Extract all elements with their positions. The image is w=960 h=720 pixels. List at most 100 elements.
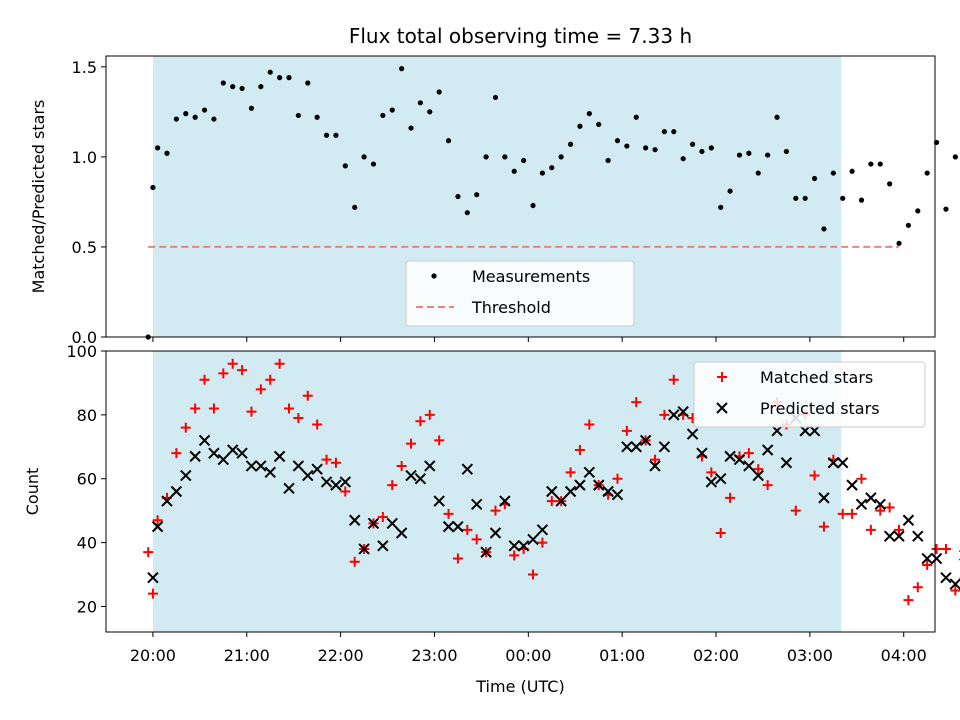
measurement-point xyxy=(755,170,761,176)
predicted-star-point xyxy=(198,434,211,447)
y-tick-label: 100 xyxy=(66,342,97,361)
matched-star-point xyxy=(208,403,219,414)
measurement-point xyxy=(821,226,827,232)
measurement-point xyxy=(830,170,836,176)
legend-box xyxy=(405,260,635,327)
measurement-point xyxy=(924,170,930,176)
measurement-point xyxy=(577,123,583,129)
plot-frame xyxy=(105,350,936,633)
matched-star-point xyxy=(528,569,539,580)
measurement-point xyxy=(643,145,649,151)
matched-star-point xyxy=(443,508,454,519)
matched-star-point xyxy=(884,502,895,513)
predicted-star-point xyxy=(855,498,868,510)
measurement-point xyxy=(633,114,639,120)
measurement-point xyxy=(258,84,264,90)
predicted-star-point xyxy=(386,517,398,530)
measurement-point xyxy=(201,107,208,113)
predicted-star-point xyxy=(367,517,380,530)
matched-star-point xyxy=(340,486,351,497)
measurement-point xyxy=(783,148,790,155)
matched-star-point xyxy=(650,454,661,465)
measurement-point xyxy=(774,114,780,120)
x-axis-label: Time (UTC) xyxy=(475,677,564,696)
legend: Measurements Threshold xyxy=(405,260,635,327)
matched-star-point xyxy=(199,374,210,385)
measurement-point xyxy=(905,222,912,228)
measurement-point xyxy=(295,112,301,119)
predicted-star-point xyxy=(480,546,492,558)
matched-star-point xyxy=(537,537,548,548)
matched-star-point xyxy=(424,409,435,420)
measurement-point xyxy=(680,156,686,162)
matched-star-point xyxy=(396,460,407,471)
matched-star-point xyxy=(875,505,886,516)
measurement-point xyxy=(183,111,189,117)
matched-star-point xyxy=(218,368,229,379)
y-axis-label: Count xyxy=(23,468,42,516)
matched-star-point xyxy=(743,448,754,459)
predicted-star-point xyxy=(189,450,201,463)
predicted-star-point xyxy=(489,527,502,539)
measurement-point xyxy=(492,94,499,101)
x-tick-label: 04:00 xyxy=(881,646,927,665)
measurement-point xyxy=(746,150,752,156)
predicted-star-point xyxy=(377,540,389,552)
matched-star-point xyxy=(349,556,360,567)
predicted-star-point xyxy=(170,485,183,498)
matched-star-point xyxy=(406,438,417,449)
predicted-star-point xyxy=(461,463,474,475)
measurement-point xyxy=(380,112,386,119)
measurement-point xyxy=(652,147,658,153)
measurement-point xyxy=(323,132,330,138)
x-tick-label: 22:00 xyxy=(318,646,364,665)
measurement-point xyxy=(333,132,339,138)
measurement-point xyxy=(305,80,311,86)
measurement-point xyxy=(399,66,405,72)
matched-star-point xyxy=(180,422,191,433)
predicted-star-point xyxy=(930,552,943,565)
x-tick-label: 00:00 xyxy=(505,646,551,665)
matched-star-point xyxy=(574,444,585,455)
measurement-point xyxy=(389,107,395,113)
predicted-star-point xyxy=(283,482,295,495)
matched-star-point xyxy=(227,358,238,369)
measurement-point xyxy=(868,161,874,167)
matched-star-point xyxy=(387,480,398,491)
measurement-point xyxy=(370,161,377,167)
y-tick-label: 0.0 xyxy=(72,328,97,347)
predicted-star-point xyxy=(546,485,558,498)
predicted-star-point xyxy=(621,441,633,453)
matched-star-point xyxy=(321,454,332,465)
measurement-point xyxy=(671,129,677,135)
predicted-star-point xyxy=(151,520,164,533)
measurement-point xyxy=(793,195,799,201)
predicted-star-point xyxy=(452,520,464,533)
matched-star-point xyxy=(865,524,876,535)
measurement-point xyxy=(849,168,855,174)
matched-star-point xyxy=(762,480,773,491)
measurement-point xyxy=(417,100,423,106)
measurement-point xyxy=(887,181,893,187)
bottom-panel: 20 40 60 80 100 20:00 21:00 22:00 23:00 00:00 01:0… xyxy=(23,342,960,665)
predicted-star-point xyxy=(499,495,511,507)
predicted-star-point xyxy=(236,447,248,459)
matched-star-point xyxy=(546,496,557,507)
x-tick-label: 20:00 xyxy=(130,646,176,665)
predicted-star-point xyxy=(752,469,764,482)
measurement-point xyxy=(624,143,630,149)
predicted-star-point xyxy=(574,479,586,491)
predicted-star-point xyxy=(555,495,567,507)
matched-star-point xyxy=(255,384,266,395)
matched-star-point xyxy=(246,406,257,417)
predicted-star-point xyxy=(743,460,755,472)
matched-star-point xyxy=(293,413,304,424)
measurement-point xyxy=(483,154,489,160)
measurement-point xyxy=(858,197,865,203)
matched-star-point xyxy=(631,397,642,408)
measurement-point xyxy=(286,75,292,81)
y-tick-label: 60 xyxy=(77,470,97,489)
measurement-point xyxy=(586,111,592,117)
chart-title: Flux total observing time = 7.33 h xyxy=(349,24,692,48)
legend-label: Matched stars xyxy=(760,368,873,387)
